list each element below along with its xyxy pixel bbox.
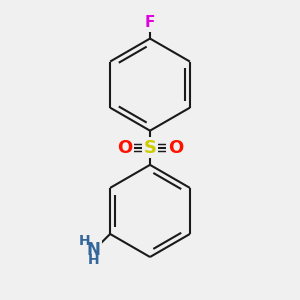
- Text: H: H: [78, 234, 90, 248]
- Text: N: N: [87, 241, 101, 259]
- Text: F: F: [145, 15, 155, 30]
- Text: H: H: [88, 253, 100, 267]
- Text: S: S: [143, 139, 157, 157]
- Text: O: O: [117, 139, 132, 157]
- Text: O: O: [168, 139, 183, 157]
